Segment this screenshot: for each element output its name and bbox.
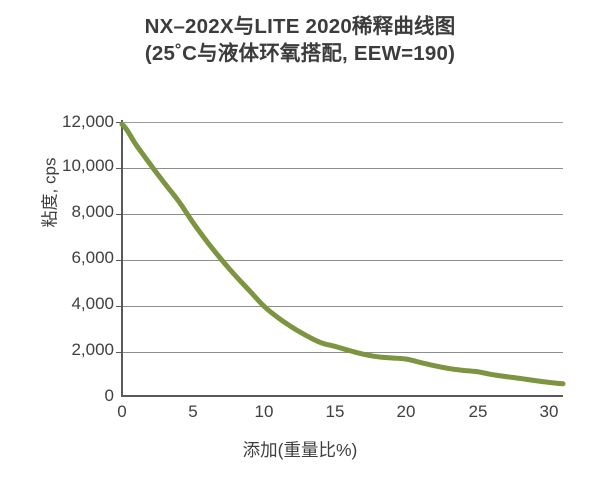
gridline-8000	[122, 214, 563, 215]
x-tick-label-5: 5	[188, 402, 198, 421]
chart-title-line-2: (25˚C与液体环氧搭配, EEW=190)	[144, 41, 456, 65]
dilution-curve-svg	[119, 121, 566, 387]
gridline-6000	[122, 260, 563, 261]
x-tick-label-25: 25	[468, 402, 488, 421]
y-tick-mark-12000	[116, 122, 122, 124]
y-tick-label-0: 0	[104, 386, 114, 405]
x-axis-title: 添加(重量比%)	[242, 440, 358, 460]
chart-title-line-1: NX–202X与LITE 2020稀释曲线图	[144, 15, 456, 38]
y-tick-label-12000: 12,000	[62, 112, 114, 131]
x-tick-label-10: 10	[254, 402, 274, 421]
gridline-12000	[122, 122, 563, 123]
x-tick-label-0: 0	[117, 402, 127, 421]
x-tick-label-20: 20	[396, 402, 416, 421]
plot-area	[116, 120, 566, 397]
gridline-2000	[122, 352, 563, 353]
x-axis-tick-labels: 0 5 10 15 20 25 30	[117, 402, 563, 428]
x-axis-line	[121, 395, 563, 397]
y-tick-mark-6000	[116, 260, 122, 262]
y-tick-mark-2000	[116, 352, 122, 354]
y-tick-label-6000: 6,000	[71, 248, 114, 267]
y-tick-label-8000: 8,000	[71, 202, 114, 221]
series-line-nx202x	[119, 121, 566, 387]
y-tick-label-4000: 4,000	[71, 294, 114, 313]
x-tick-label-15: 15	[325, 402, 345, 421]
y-tick-mark-4000	[116, 306, 122, 308]
y-axis-tick-labels: 0 2,000 4,000 6,000 8,000 10,000 12,000	[14, 112, 114, 405]
gridline-4000	[122, 306, 563, 307]
y-tick-mark-8000	[116, 214, 122, 216]
chart-title-block: NX–202X与LITE 2020稀释曲线图 (25˚C与液体环氧搭配, EEW…	[0, 14, 600, 67]
x-tick-label-30: 30	[539, 402, 559, 421]
y-tick-label-10000: 10,000	[62, 156, 114, 175]
y-tick-mark-10000	[116, 168, 122, 170]
y-axis-line	[121, 120, 123, 396]
y-tick-label-2000: 2,000	[71, 340, 114, 359]
gridline-10000	[122, 168, 563, 169]
